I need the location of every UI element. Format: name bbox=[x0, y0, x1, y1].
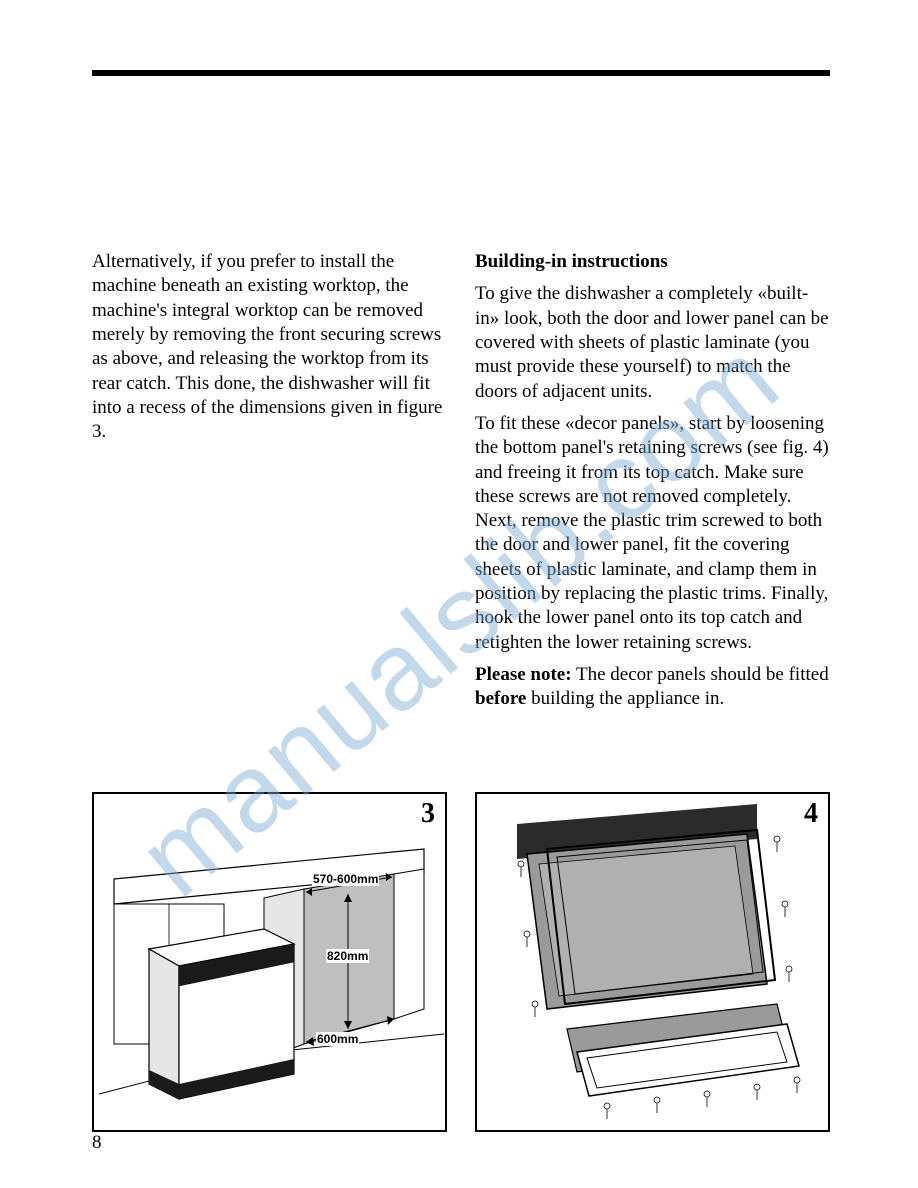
note-bold2: before bbox=[475, 688, 526, 709]
fig3-dim-height: 820mm bbox=[326, 949, 369, 963]
manual-page: manualslib.com Alternatively, if you pre… bbox=[0, 0, 918, 1188]
right-paragraph-1: To give the dishwasher a completely «bui… bbox=[475, 282, 830, 404]
note-mid: The decor panels should be fitted bbox=[572, 664, 829, 685]
figure-3: 3 bbox=[92, 792, 447, 1132]
figure-4-illustration bbox=[477, 794, 830, 1132]
top-rule bbox=[92, 70, 830, 76]
figures-row: 3 bbox=[92, 792, 830, 1132]
page-number: 8 bbox=[92, 1132, 102, 1154]
fig3-dim-depth: 600mm bbox=[316, 1032, 359, 1046]
left-paragraph: Alternatively, if you prefer to install … bbox=[92, 250, 447, 445]
figure-4-number: 4 bbox=[804, 798, 818, 830]
building-in-heading: Building-in instructions bbox=[475, 250, 830, 274]
figure-3-illustration bbox=[94, 794, 447, 1132]
right-paragraph-2: To fit these «decor panels», start by lo… bbox=[475, 412, 830, 655]
left-column: Alternatively, if you prefer to install … bbox=[92, 250, 447, 720]
text-columns: Alternatively, if you prefer to install … bbox=[92, 250, 830, 720]
figure-3-number: 3 bbox=[421, 798, 435, 830]
note-tail: building the appliance in. bbox=[526, 688, 724, 709]
right-please-note: Please note: The decor panels should be … bbox=[475, 663, 830, 712]
figure-4: 4 bbox=[475, 792, 830, 1132]
fig3-dim-width: 570-600mm bbox=[312, 872, 379, 886]
right-column: Building-in instructions To give the dis… bbox=[475, 250, 830, 720]
note-lead: Please note: bbox=[475, 664, 572, 685]
